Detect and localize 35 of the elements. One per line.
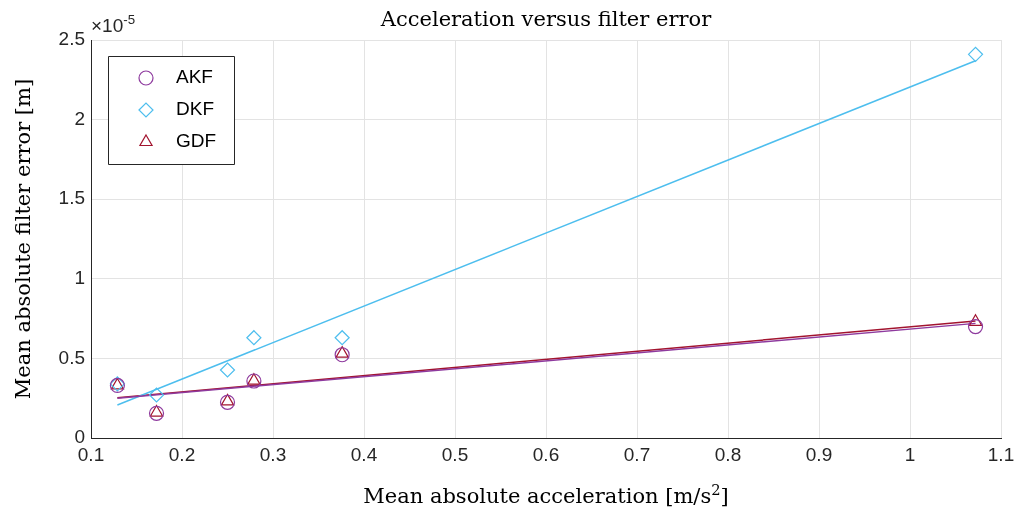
- point: [219, 394, 236, 410]
- point: [334, 330, 350, 346]
- legend-label: AKF: [176, 66, 213, 88]
- x-tick-label: 0.6: [532, 443, 560, 465]
- x-tick-label: 0.2: [168, 443, 196, 465]
- y-axis-title: Mean absolute filter error [m]: [11, 78, 35, 400]
- point: [148, 387, 165, 403]
- point: [334, 347, 350, 363]
- x-tick-label: 1: [904, 443, 916, 465]
- chart-title: Acceleration versus filter error: [379, 7, 713, 31]
- y-tick-label: 2.5: [58, 28, 85, 50]
- x-tick-label: 0.8: [714, 443, 742, 465]
- legend-label: DKF: [176, 98, 214, 120]
- x-tick-label: 0.3: [259, 443, 287, 465]
- x-tick-label: 0.9: [805, 443, 833, 465]
- y-tick-label: 1.5: [58, 187, 85, 209]
- x-tick-label: 0.5: [441, 443, 469, 465]
- x-tick-label: 0.7: [623, 443, 651, 465]
- point: [335, 346, 349, 358]
- point: [219, 362, 236, 378]
- y-tick-label: 0.5: [58, 346, 85, 368]
- point: [149, 404, 164, 417]
- point: [220, 393, 235, 406]
- point: [967, 318, 984, 335]
- x-tick-label: 1.1: [987, 443, 1015, 465]
- point: [247, 373, 261, 385]
- legend-label: GDF: [176, 130, 217, 152]
- point: [246, 373, 262, 389]
- point: [148, 405, 165, 421]
- point: [968, 314, 983, 326]
- point: [967, 46, 984, 62]
- x-tick-label: 0.4: [350, 443, 378, 465]
- y-tick-label: 2: [74, 107, 85, 129]
- point: [246, 330, 262, 346]
- y-tick-label: 1: [74, 267, 85, 289]
